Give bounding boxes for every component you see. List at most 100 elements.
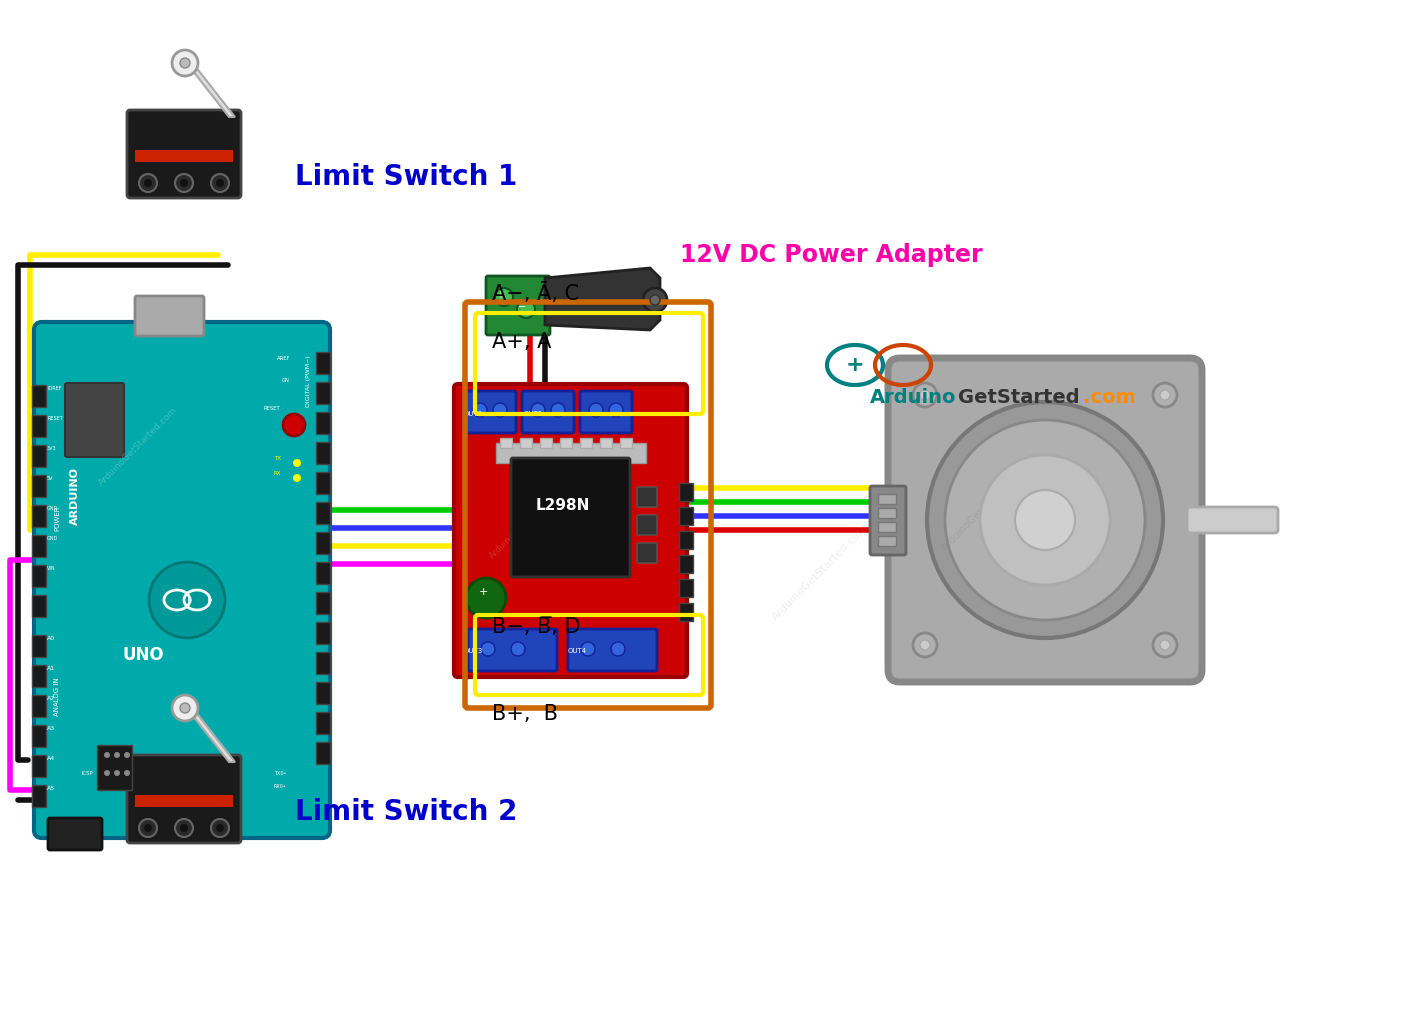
Text: ArduinoGetStarted.com: ArduinoGetStarted.com [769,521,870,622]
Circle shape [530,403,545,417]
Bar [560,438,572,448]
Circle shape [104,752,109,758]
FancyBboxPatch shape [510,458,630,577]
Bar [678,555,693,573]
Text: POWER: POWER [54,506,60,531]
Circle shape [946,420,1145,620]
Text: GND: GND [47,536,58,541]
Text: ArduinoGetStarted.com: ArduinoGetStarted.com [940,464,1028,552]
Circle shape [149,562,225,638]
Bar [620,438,631,448]
Bar [33,385,46,407]
Circle shape [283,414,304,436]
Text: 3V3: 3V3 [47,446,57,451]
Bar [316,682,330,704]
FancyBboxPatch shape [567,629,657,671]
Text: RX: RX [274,471,282,476]
Bar [496,443,646,463]
Text: A5: A5 [47,786,55,791]
Bar [316,352,330,374]
Bar [316,472,330,494]
Circle shape [114,770,119,776]
Circle shape [582,642,594,656]
Text: OUT4: OUT4 [567,648,587,654]
Text: UNO: UNO [122,646,164,664]
Text: L298N: L298N [536,498,590,513]
Bar [501,438,512,448]
Bar [678,579,693,597]
Bar [678,507,693,525]
Polygon shape [182,702,235,762]
FancyBboxPatch shape [135,296,203,336]
Bar [33,635,46,657]
Circle shape [913,633,937,657]
Circle shape [293,474,301,482]
Circle shape [474,403,486,417]
Circle shape [1160,390,1170,400]
Bar [97,745,132,790]
Circle shape [980,455,1111,585]
Text: ArduinoGetStarted.com: ArduinoGetStarted.com [201,382,300,482]
Text: OUT3: OUT3 [464,648,483,654]
Text: ArduinoGetStarted.com: ArduinoGetStarted.com [97,405,179,487]
Text: ArduinoGetStarted.com: ArduinoGetStarted.com [560,492,660,592]
Text: DIGITAL (PWM~): DIGITAL (PWM~) [306,355,311,407]
Circle shape [481,642,495,656]
Text: ARDUINO: ARDUINO [70,467,80,525]
Bar [316,382,330,404]
Text: 12V DC Power Adapter: 12V DC Power Adapter [680,243,983,267]
Text: TX0•: TX0• [274,771,286,776]
Text: RESET: RESET [47,416,63,421]
FancyBboxPatch shape [65,383,124,457]
Circle shape [124,752,129,758]
FancyBboxPatch shape [468,629,557,671]
Polygon shape [545,268,660,330]
FancyBboxPatch shape [464,391,516,433]
Text: 5V: 5V [47,476,54,480]
Text: A4: A4 [47,756,55,761]
Bar [877,508,896,518]
Text: −: − [518,302,526,312]
Circle shape [495,288,513,306]
Bar [33,445,46,467]
Circle shape [589,403,603,417]
Text: A−, Ā, C: A−, Ā, C [492,283,579,304]
Circle shape [210,174,229,192]
Circle shape [181,824,188,832]
Polygon shape [182,57,235,117]
FancyBboxPatch shape [870,486,906,555]
Bar [520,438,532,448]
FancyBboxPatch shape [127,755,240,843]
Text: VIN: VIN [47,566,55,571]
Bar [33,565,46,587]
Circle shape [181,179,188,187]
Circle shape [172,695,198,721]
Circle shape [550,403,565,417]
Text: RX0•: RX0• [274,784,287,789]
Circle shape [144,824,152,832]
FancyBboxPatch shape [48,818,102,850]
Bar [135,150,233,162]
Circle shape [175,174,193,192]
Text: Limit Switch 2: Limit Switch 2 [294,798,518,826]
Text: TX: TX [274,456,282,461]
Bar [600,438,611,448]
Bar [316,532,330,554]
Circle shape [175,819,193,837]
Text: B+,  B: B+, B [492,704,557,724]
Text: AREF: AREF [277,356,290,361]
Circle shape [493,403,508,417]
Bar [678,603,693,621]
Text: A3: A3 [47,726,55,731]
Circle shape [466,578,506,618]
Circle shape [139,174,156,192]
Bar [877,522,896,532]
Bar [316,742,330,764]
Bar [33,725,46,747]
Bar [33,755,46,777]
FancyBboxPatch shape [34,322,330,838]
Circle shape [609,403,623,417]
Circle shape [172,50,198,76]
Circle shape [920,640,930,651]
Text: +: + [846,355,865,375]
